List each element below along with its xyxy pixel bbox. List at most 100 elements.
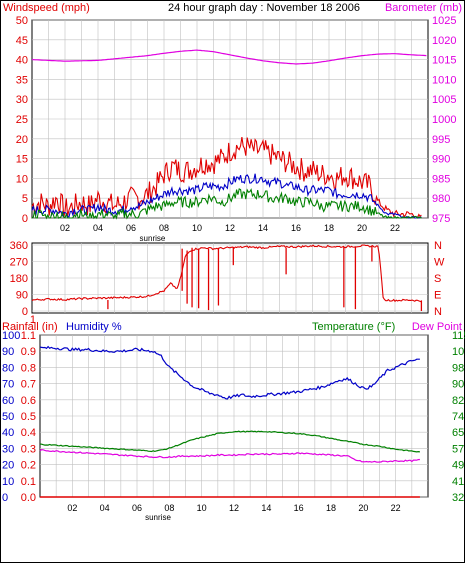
direction-label-E-3: E (434, 290, 441, 302)
rainfall-tick-2: 0.2 (21, 460, 36, 472)
temperature-tick-57: 57 (452, 443, 464, 455)
wind-x-tick-04: 04 (93, 223, 103, 233)
wind-x-tick-16: 16 (291, 223, 301, 233)
temperature-tick-115: 115 (452, 330, 465, 342)
wind-low-line (31, 188, 422, 220)
temperature-x-tick-16: 16 (294, 503, 304, 513)
rainfall-tick-10: 1.1 (21, 330, 36, 342)
temperature-x-tick-14: 14 (261, 503, 271, 513)
dew-point-line (39, 448, 420, 463)
temperature-tick-90: 90 (452, 379, 464, 391)
rainfall-tick-4: 0.4 (21, 427, 36, 439)
temperature-x-tick-04: 04 (100, 503, 110, 513)
wind-x-tick-12: 12 (225, 223, 235, 233)
humidity-line (39, 345, 420, 400)
barometer-tick-1025: 1025 (432, 15, 456, 27)
humidity-tick-70: 70 (2, 379, 14, 391)
temperature-tick-82: 82 (452, 395, 464, 407)
temperature-x-tick-20: 20 (358, 503, 368, 513)
rainfall-tick-3: 0.3 (21, 443, 36, 455)
humidity-tick-90: 90 (2, 346, 14, 358)
direction-label-W-1: W (434, 257, 445, 269)
temperature-x-tick-06: 06 (132, 503, 142, 513)
temperature-tick-107: 107 (452, 346, 465, 358)
temperature-tick-65: 65 (452, 427, 464, 439)
windspeed-tick-40: 40 (16, 55, 28, 67)
wind-direction-line (31, 244, 422, 303)
wind-x-tick-06: 06 (126, 223, 136, 233)
direction-tick-90: 90 (16, 290, 28, 302)
barometer-tick-990: 990 (432, 154, 450, 166)
wind-gust-line (31, 137, 422, 219)
humidity-axis-label: Humidity % (66, 321, 122, 333)
wind-average-line (31, 173, 422, 219)
temperature-x-tick-22: 22 (391, 503, 401, 513)
windspeed-tick-50: 50 (16, 15, 28, 27)
windspeed-tick-35: 35 (16, 74, 28, 86)
barometer-tick-1010: 1010 (432, 74, 456, 86)
barometer-tick-1020: 1020 (432, 35, 456, 47)
direction-tick-360: 360 (10, 240, 28, 252)
barometer-axis-label: Barometer (mb) (385, 2, 462, 14)
rainfall-tick-0: 0.0 (21, 492, 36, 504)
barometer-line (31, 49, 427, 65)
temperature-tick-98: 98 (452, 362, 464, 374)
windspeed-tick-25: 25 (16, 114, 28, 126)
wind-x-tick-22: 22 (390, 223, 400, 233)
wind-x-tick-14: 14 (258, 223, 268, 233)
temperature-x-tick-02: 02 (67, 503, 77, 513)
barometer-tick-985: 985 (432, 173, 450, 185)
humidity-tick-60: 60 (2, 395, 14, 407)
windspeed-tick-0: 0 (22, 213, 28, 225)
rainfall-tick-8: 0.8 (21, 362, 36, 374)
wind-x-tick-18: 18 (324, 223, 334, 233)
windspeed-tick-10: 10 (16, 173, 28, 185)
direction-tick-0: 0 (22, 306, 28, 318)
humidity-tick-30: 30 (2, 443, 14, 455)
wind-x-tick-20: 20 (357, 223, 367, 233)
direction-label-N-4: N (434, 306, 442, 318)
barometer-tick-995: 995 (432, 134, 450, 146)
rainfall-tick-11: 1 (30, 314, 36, 326)
windspeed-axis-label: Windspeed (mph) (3, 2, 90, 14)
temperature-x-tick-12: 12 (229, 503, 239, 513)
barometer-tick-1005: 1005 (432, 94, 456, 106)
temperature-axis-label: Temperature (°F) (312, 321, 395, 333)
windspeed-tick-15: 15 (16, 154, 28, 166)
chart-title: 24 hour graph day : November 18 2006 (168, 2, 360, 14)
rainfall-tick-7: 0.7 (21, 379, 36, 391)
temperature-tick-41: 41 (452, 476, 464, 488)
humidity-tick-50: 50 (2, 411, 14, 423)
temperature-tick-49: 49 (452, 460, 464, 472)
temperature-x-tick-10: 10 (197, 503, 207, 513)
humidity-tick-40: 40 (2, 427, 14, 439)
windspeed-tick-5: 5 (22, 193, 28, 205)
temperature-line (39, 430, 421, 453)
humidity-tick-80: 80 (2, 362, 14, 374)
windspeed-tick-30: 30 (16, 94, 28, 106)
direction-label-S-2: S (434, 273, 441, 285)
rainfall-tick-9: 0.9 (21, 346, 36, 358)
humidity-tick-10: 10 (2, 476, 14, 488)
sunrise-label-bottom: sunrise (145, 513, 171, 522)
rainfall-tick-5: 0.5 (21, 411, 36, 423)
windspeed-tick-20: 20 (16, 134, 28, 146)
windspeed-tick-45: 45 (16, 35, 28, 47)
direction-label-N-0: N (434, 240, 442, 252)
barometer-tick-1015: 1015 (432, 55, 456, 67)
sunrise-label-top: sunrise (140, 234, 166, 243)
temperature-tick-74: 74 (452, 411, 464, 423)
wind-x-tick-08: 08 (159, 223, 169, 233)
humidity-tick-20: 20 (2, 460, 14, 472)
direction-tick-180: 180 (10, 273, 28, 285)
temperature-tick-32: 32 (452, 492, 464, 504)
rainfall-tick-1: 0.1 (21, 476, 36, 488)
temperature-x-tick-18: 18 (326, 503, 336, 513)
barometer-tick-980: 980 (432, 193, 450, 205)
humidity-tick-100: 100 (2, 330, 20, 342)
wind-x-tick-02: 02 (60, 223, 70, 233)
wind-x-tick-10: 10 (192, 223, 202, 233)
direction-tick-270: 270 (10, 257, 28, 269)
rainfall-axis-label: Rainfall (in) (2, 321, 58, 333)
